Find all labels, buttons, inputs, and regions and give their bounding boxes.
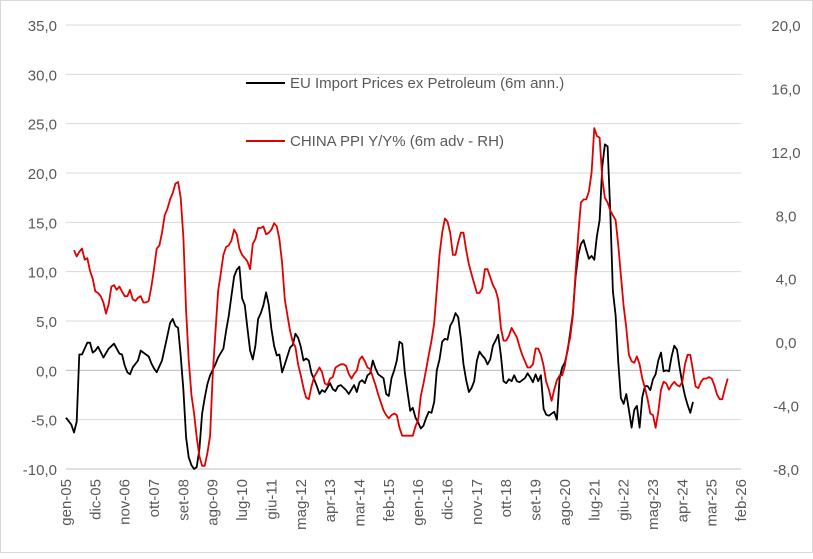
legend-label: CHINA PPI Y/Y% (6m adv - RH) [290, 133, 504, 150]
x-tick-label: ott-18 [498, 479, 515, 517]
x-tick-label: set-19 [528, 479, 545, 521]
x-tick-label: lug-21 [586, 479, 603, 521]
x-tick-label: feb-26 [733, 479, 750, 522]
grid-lines [66, 24, 741, 470]
left-tick-label: 20,0 [28, 166, 57, 183]
right-tick-label: 4,0 [776, 272, 797, 289]
right-axis-ticks: -8,0 -4,0 0,0 4,0 8,0 12,0 16,0 20,0 [771, 18, 800, 479]
series-group [65, 127, 729, 470]
x-tick-label: apr-24 [674, 479, 691, 522]
left-tick-label: 15,0 [28, 215, 57, 232]
x-tick-label: ago-20 [557, 479, 574, 526]
series-line-eu-import-prices [65, 143, 694, 470]
x-tick-label: giu-22 [616, 479, 633, 521]
left-tick-label: 10,0 [28, 265, 57, 282]
x-tick-label: mar-14 [351, 479, 368, 527]
x-tick-label: mag-23 [645, 479, 662, 530]
x-tick-label: gen-16 [410, 479, 427, 526]
right-tick-label: 12,0 [771, 145, 800, 162]
x-tick-label: set-08 [175, 479, 192, 521]
x-tick-label: gen-05 [58, 479, 75, 526]
x-tick-label: dic-05 [87, 479, 104, 520]
x-tick-label: feb-15 [381, 479, 398, 522]
x-tick-label: dic-16 [440, 479, 457, 520]
right-tick-label: 8,0 [776, 208, 797, 225]
right-tick-label: -8,0 [773, 462, 799, 479]
left-tick-label: 35,0 [28, 18, 57, 35]
x-tick-label: lug-10 [234, 479, 251, 521]
left-tick-label: 30,0 [28, 67, 57, 84]
left-tick-label: -10,0 [23, 462, 57, 479]
legend-label: EU Import Prices ex Petroleum (6m ann.) [290, 75, 564, 92]
left-tick-label: -5,0 [31, 413, 57, 430]
right-tick-label: 20,0 [771, 18, 800, 35]
series-line-china-ppi [73, 127, 729, 467]
x-tick-label: nov-17 [469, 479, 486, 525]
x-tick-label: mar-25 [704, 479, 721, 527]
x-tick-label: nov-06 [117, 479, 134, 525]
left-axis-ticks: -10,0 -5,0 0,0 5,0 10,0 15,0 20,0 25,0 30,0 35,0 [23, 18, 57, 479]
left-tick-label: 25,0 [28, 117, 57, 134]
x-tick-label: mag-12 [293, 479, 310, 530]
x-tick-label: ago-09 [205, 479, 222, 526]
x-tick-label: ott-07 [146, 479, 163, 517]
right-tick-label: -4,0 [773, 399, 799, 416]
right-tick-label: 16,0 [771, 81, 800, 98]
x-tick-label: apr-13 [322, 479, 339, 522]
x-tick-label: giu-11 [263, 479, 280, 520]
right-tick-label: 0,0 [776, 335, 797, 352]
x-axis-ticks: gen-05 dic-05 nov-06 ott-07 set-08 ago-09 lug-… [58, 479, 750, 530]
legend: EU Import Prices ex Petroleum (6m ann.) C… [246, 75, 564, 150]
left-tick-label: 5,0 [36, 314, 57, 331]
left-tick-label: 0,0 [36, 363, 57, 380]
